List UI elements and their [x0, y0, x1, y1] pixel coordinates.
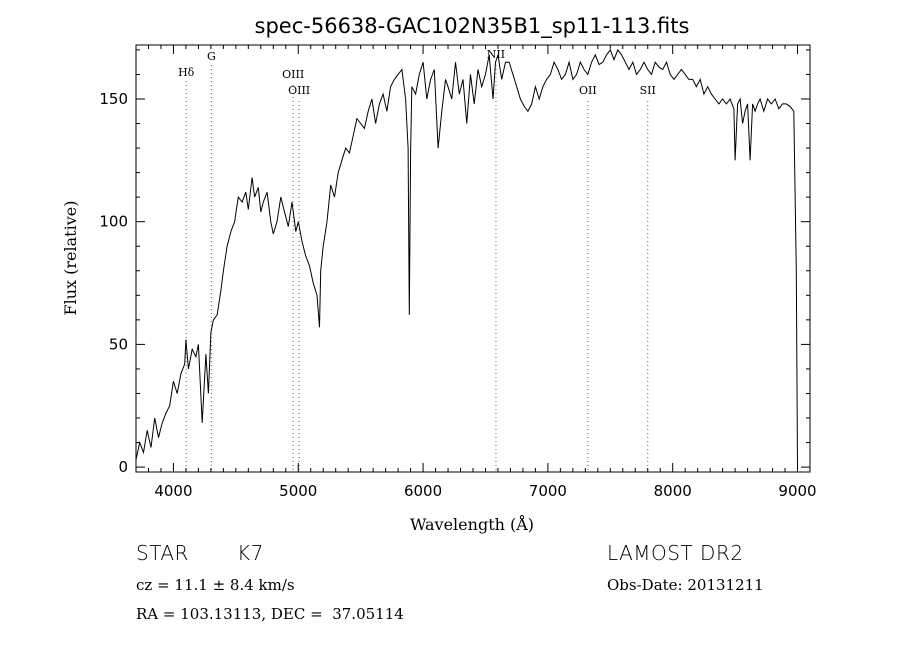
coordinates-text: RA = 103.13113, DEC = 37.05114 [136, 605, 404, 623]
spectrum-line [135, 48, 798, 468]
chart-title: spec-56638-GAC102N35B1_sp11-113.fits [255, 14, 690, 39]
x-tick-label: 4000 [154, 482, 192, 500]
axis-ticks: 4000 5000 6000 7000 8000 9000 0 50 100 150 [99, 45, 817, 500]
redshift-text: cz = 11.1 ± 8.4 km/s [136, 576, 295, 594]
survey-name: LAMOST DR2 [607, 541, 744, 565]
y-axis-label: Flux (relative) [61, 201, 80, 316]
line-marker-label: SII [640, 84, 656, 97]
x-axis-label: Wavelength (Å) [410, 514, 534, 534]
line-marker-label: Hδ [178, 66, 195, 79]
object-class: STAR [136, 541, 189, 565]
emission-line-markers: Hδ G OIII OIII NII OII SII [178, 48, 656, 470]
y-tick-label: 50 [109, 335, 128, 353]
line-marker-label: G [207, 50, 216, 63]
line-marker-label: NII [487, 48, 505, 61]
y-tick-label: 0 [118, 458, 128, 476]
x-tick-label: 8000 [654, 482, 692, 500]
x-tick-label: 5000 [279, 482, 317, 500]
plot-frame [135, 44, 811, 473]
x-tick-label: 6000 [404, 482, 442, 500]
x-tick-label: 7000 [529, 482, 567, 500]
line-marker-label: OIII [282, 68, 304, 81]
y-tick-label: 100 [99, 213, 128, 231]
y-tick-label: 150 [99, 90, 128, 108]
x-tick-label: 9000 [778, 482, 816, 500]
line-marker-label: OIII [288, 84, 310, 97]
obs-date-text: Obs-Date: 20131211 [607, 576, 764, 594]
object-subclass: K7 [237, 541, 264, 565]
line-marker-label: OII [579, 84, 597, 97]
